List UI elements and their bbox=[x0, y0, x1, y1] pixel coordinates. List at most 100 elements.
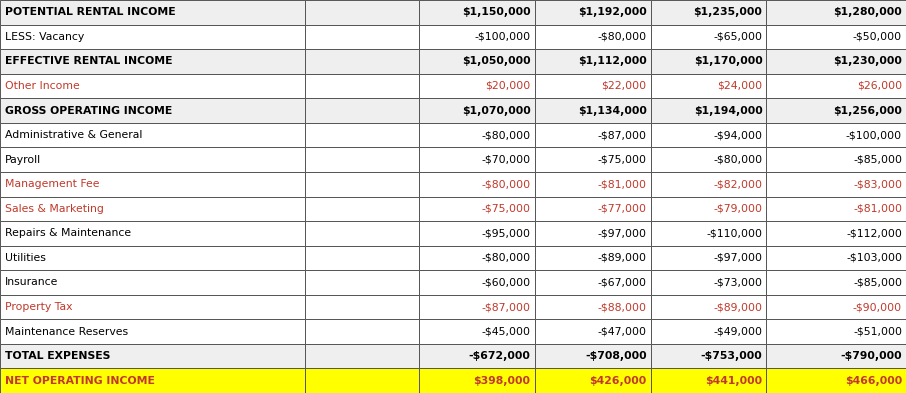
Bar bbox=[0, 344, 305, 369]
Text: -$89,000: -$89,000 bbox=[598, 253, 647, 263]
Bar bbox=[419, 319, 535, 344]
Bar bbox=[305, 246, 419, 270]
Bar bbox=[0, 172, 305, 196]
Bar bbox=[766, 98, 906, 123]
Text: -$100,000: -$100,000 bbox=[475, 32, 531, 42]
Text: -$80,000: -$80,000 bbox=[713, 155, 763, 165]
Text: -$790,000: -$790,000 bbox=[841, 351, 902, 361]
Bar bbox=[419, 147, 535, 172]
Bar bbox=[651, 369, 766, 393]
Bar bbox=[535, 196, 651, 221]
Text: $1,230,000: $1,230,000 bbox=[834, 57, 902, 66]
Bar bbox=[0, 270, 305, 295]
Text: -$708,000: -$708,000 bbox=[585, 351, 647, 361]
Text: -$49,000: -$49,000 bbox=[714, 327, 763, 336]
Text: $1,170,000: $1,170,000 bbox=[694, 57, 763, 66]
Text: -$97,000: -$97,000 bbox=[598, 228, 647, 238]
Bar bbox=[651, 98, 766, 123]
Text: Utilities: Utilities bbox=[5, 253, 46, 263]
Bar bbox=[766, 0, 906, 24]
Bar bbox=[766, 319, 906, 344]
Text: -$81,000: -$81,000 bbox=[598, 179, 647, 189]
Text: -$85,000: -$85,000 bbox=[853, 277, 902, 287]
Bar bbox=[419, 196, 535, 221]
Bar bbox=[305, 295, 419, 319]
Text: $441,000: $441,000 bbox=[706, 376, 763, 386]
Bar bbox=[419, 98, 535, 123]
Bar bbox=[535, 0, 651, 24]
Bar bbox=[535, 49, 651, 73]
Text: NET OPERATING INCOME: NET OPERATING INCOME bbox=[5, 376, 155, 386]
Bar bbox=[535, 73, 651, 98]
Bar bbox=[305, 344, 419, 369]
Text: -$83,000: -$83,000 bbox=[853, 179, 902, 189]
Text: -$112,000: -$112,000 bbox=[846, 228, 902, 238]
Bar bbox=[305, 196, 419, 221]
Bar bbox=[0, 98, 305, 123]
Text: -$97,000: -$97,000 bbox=[714, 253, 763, 263]
Text: -$81,000: -$81,000 bbox=[853, 204, 902, 214]
Bar bbox=[419, 0, 535, 24]
Text: -$110,000: -$110,000 bbox=[707, 228, 763, 238]
Bar bbox=[651, 319, 766, 344]
Bar bbox=[0, 24, 305, 49]
Text: TOTAL EXPENSES: TOTAL EXPENSES bbox=[5, 351, 111, 361]
Bar bbox=[305, 98, 419, 123]
Text: -$47,000: -$47,000 bbox=[598, 327, 647, 336]
Bar bbox=[651, 49, 766, 73]
Bar bbox=[305, 73, 419, 98]
Bar bbox=[0, 221, 305, 246]
Bar bbox=[419, 172, 535, 196]
Bar bbox=[535, 295, 651, 319]
Text: -$88,000: -$88,000 bbox=[598, 302, 647, 312]
Bar bbox=[419, 73, 535, 98]
Text: -$103,000: -$103,000 bbox=[846, 253, 902, 263]
Bar bbox=[766, 295, 906, 319]
Text: -$73,000: -$73,000 bbox=[714, 277, 763, 287]
Bar bbox=[419, 221, 535, 246]
Text: $1,192,000: $1,192,000 bbox=[578, 7, 647, 17]
Text: -$70,000: -$70,000 bbox=[481, 155, 531, 165]
Text: EFFECTIVE RENTAL INCOME: EFFECTIVE RENTAL INCOME bbox=[5, 57, 172, 66]
Bar bbox=[766, 73, 906, 98]
Bar bbox=[305, 319, 419, 344]
Bar bbox=[305, 221, 419, 246]
Bar bbox=[651, 0, 766, 24]
Text: $24,000: $24,000 bbox=[718, 81, 763, 91]
Text: -$90,000: -$90,000 bbox=[853, 302, 902, 312]
Text: $466,000: $466,000 bbox=[844, 376, 902, 386]
Bar bbox=[766, 147, 906, 172]
Bar bbox=[766, 123, 906, 147]
Text: $26,000: $26,000 bbox=[857, 81, 902, 91]
Text: -$77,000: -$77,000 bbox=[598, 204, 647, 214]
Bar bbox=[651, 24, 766, 49]
Text: -$753,000: -$753,000 bbox=[700, 351, 763, 361]
Text: $1,256,000: $1,256,000 bbox=[834, 106, 902, 116]
Bar bbox=[651, 221, 766, 246]
Text: GROSS OPERATING INCOME: GROSS OPERATING INCOME bbox=[5, 106, 172, 116]
Text: $1,280,000: $1,280,000 bbox=[834, 7, 902, 17]
Bar bbox=[419, 24, 535, 49]
Bar bbox=[0, 246, 305, 270]
Text: $426,000: $426,000 bbox=[589, 376, 647, 386]
Bar bbox=[651, 172, 766, 196]
Bar bbox=[766, 221, 906, 246]
Bar bbox=[305, 123, 419, 147]
Text: LESS: Vacancy: LESS: Vacancy bbox=[5, 32, 84, 42]
Bar bbox=[305, 172, 419, 196]
Bar bbox=[766, 172, 906, 196]
Bar bbox=[419, 295, 535, 319]
Text: -$82,000: -$82,000 bbox=[714, 179, 763, 189]
Text: -$100,000: -$100,000 bbox=[846, 130, 902, 140]
Bar bbox=[651, 246, 766, 270]
Text: -$94,000: -$94,000 bbox=[714, 130, 763, 140]
Text: $20,000: $20,000 bbox=[486, 81, 531, 91]
Bar bbox=[419, 344, 535, 369]
Bar bbox=[535, 270, 651, 295]
Bar bbox=[0, 147, 305, 172]
Bar bbox=[535, 221, 651, 246]
Bar bbox=[535, 344, 651, 369]
Bar bbox=[535, 24, 651, 49]
Text: $1,134,000: $1,134,000 bbox=[578, 106, 647, 116]
Bar bbox=[535, 123, 651, 147]
